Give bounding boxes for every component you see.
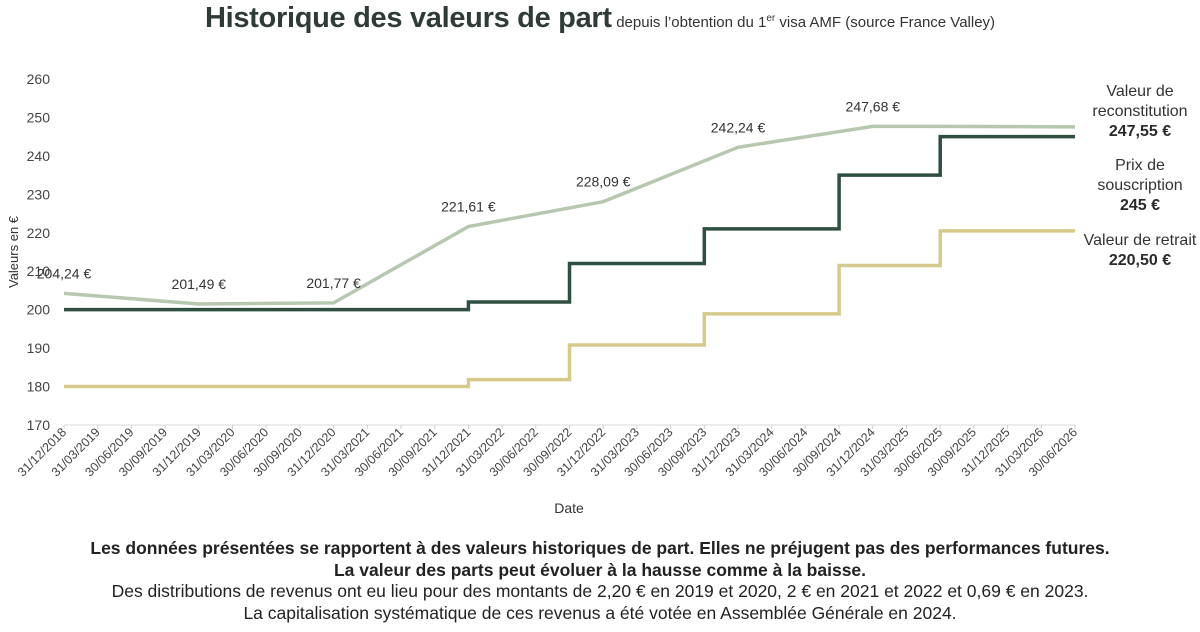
chart-subtitle: depuis l’obtention du 1er visa AMF (sour…: [616, 13, 996, 31]
data-label: 204,24 €: [37, 265, 92, 281]
legend-souscription-value: 245 €: [1119, 197, 1161, 214]
data-label: 221,61 €: [441, 199, 496, 215]
distribution-note: Des distributions de revenus ont eu lieu…: [111, 581, 1089, 601]
legend-retrait: Valeur de retrait 220,50 €: [1080, 231, 1200, 271]
chart-title: Historique des valeurs de part depuis l’…: [0, 2, 1200, 35]
y-tick-label: 220: [27, 225, 51, 241]
data-label: 201,77 €: [306, 275, 361, 291]
series-line-valeur-de-reconstitution: [63, 124, 1076, 306]
y-tick-label: 170: [27, 417, 51, 433]
data-label: 228,09 €: [576, 174, 631, 190]
y-tick-label: 190: [27, 340, 51, 356]
y-tick-label: 250: [27, 109, 51, 125]
disclaimer-line-2: La valeur des parts peut évoluer à la ha…: [333, 559, 867, 580]
y-tick-label: 200: [27, 302, 51, 318]
data-label: 242,24 €: [711, 119, 766, 135]
y-axis-title: Valeurs en €: [6, 215, 21, 288]
y-tick-label: 260: [27, 71, 51, 87]
legend-retrait-value: 220,50 €: [1108, 252, 1172, 269]
data-label: 201,49 €: [172, 276, 227, 292]
legend-reconstitution: Valeur de reconstitution 247,55 €: [1080, 82, 1200, 142]
capitalisation-note: La capitalisation systématique de ces re…: [243, 602, 957, 623]
data-label: 247,68 €: [846, 98, 901, 114]
series-line-valeur-de-retrait: [64, 229, 1075, 389]
legend-souscription: Prix de souscription 245 €: [1080, 156, 1200, 216]
y-tick-label: 210: [27, 263, 51, 279]
footnotes: Les données présentées se rapportent à d…: [0, 538, 1200, 624]
chart-title-main: Historique des valeurs de part: [204, 2, 612, 34]
x-axis-title: Date: [554, 500, 584, 516]
legend-reconstitution-label: Valeur de reconstitution: [1092, 83, 1188, 120]
legend-reconstitution-value: 247,55 €: [1108, 123, 1172, 140]
y-tick-label: 180: [27, 379, 51, 395]
y-tick-label: 240: [27, 148, 51, 164]
disclaimer-line-1: Les données présentées se rapportent à d…: [90, 538, 1110, 558]
legend-retrait-label: Valeur de retrait: [1083, 232, 1197, 249]
series-line-prix-de-souscription: [64, 134, 1075, 312]
legend-souscription-label: Prix de souscription: [1097, 157, 1183, 194]
y-tick-label: 230: [27, 186, 51, 202]
